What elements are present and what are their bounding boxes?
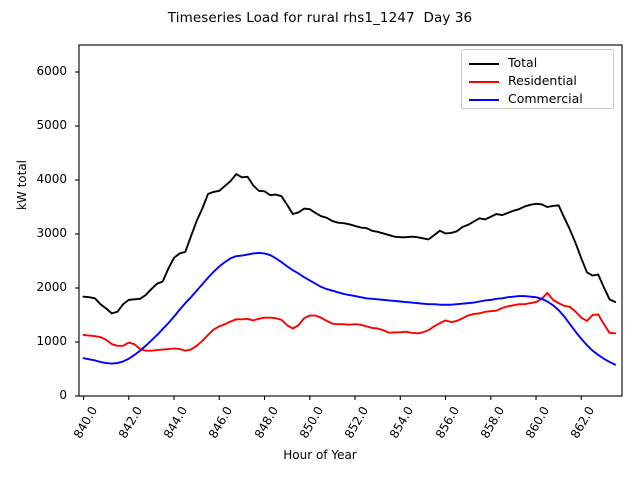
y-tick-label: 1000 [36, 334, 67, 348]
y-tick-label: 3000 [36, 226, 67, 240]
y-tick-label: 6000 [36, 64, 67, 78]
y-tick-label: 0 [59, 388, 67, 402]
legend-swatch-total [469, 63, 499, 66]
series-line-total [82, 173, 617, 315]
x-axis-label: Hour of Year [283, 448, 357, 462]
plot-frame [78, 44, 623, 397]
chart-legend: Total Residential Commercial [461, 49, 614, 109]
y-tick-label: 5000 [36, 118, 67, 132]
legend-label: Residential [508, 73, 577, 88]
y-tick-label: 2000 [36, 280, 67, 294]
series-line-residential [82, 291, 617, 352]
chart-title: Timeseries Load for rural rhs1_1247 Day … [167, 10, 473, 26]
y-tick-label: 4000 [36, 172, 67, 186]
legend-swatch-residential [469, 81, 499, 84]
legend-swatch-commercial [469, 99, 499, 102]
legend-label: Total [508, 55, 538, 70]
legend-label: Commercial [508, 91, 583, 106]
series-line-commercial [82, 251, 617, 366]
